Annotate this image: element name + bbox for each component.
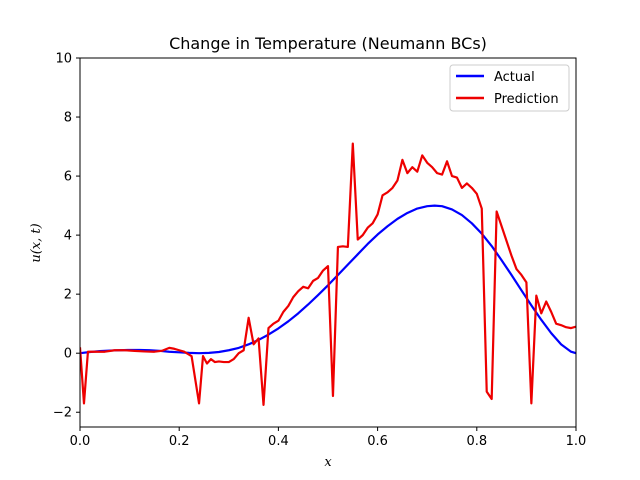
x-tick-label: 0.4	[268, 434, 289, 449]
y-tick-label: −2	[53, 406, 72, 421]
x-axis-label: x	[324, 455, 332, 470]
x-tick-label: 0.2	[169, 434, 190, 449]
y-tick-label: 10	[55, 52, 72, 67]
series-line-actual	[80, 204, 576, 355]
y-tick-label: 4	[64, 229, 72, 244]
y-tick-label: 8	[64, 111, 72, 126]
y-tick-label: 2	[64, 288, 72, 303]
x-axis: 0.0 0.2 0.4 0.6 0.8 1.0	[70, 427, 587, 449]
x-tick-label: 0.8	[466, 434, 487, 449]
series-group	[80, 142, 576, 406]
plot-frame	[79, 57, 577, 428]
x-tick-label: 1.0	[566, 434, 587, 449]
legend: Actual Prediction	[449, 64, 570, 112]
legend-label-prediction: Prediction	[494, 92, 559, 107]
y-tick-label: 0	[64, 347, 72, 362]
x-tick-label: 0.0	[70, 434, 91, 449]
series-line-prediction	[80, 142, 576, 406]
x-tick-label: 0.6	[367, 434, 388, 449]
plot-area	[79, 57, 577, 428]
y-axis: −2 0 2 4 6 8 10	[53, 52, 80, 421]
y-axis-label: u(x, t)	[29, 223, 44, 262]
legend-label-actual: Actual	[494, 70, 535, 85]
chart-title: Change in Temperature (Neumann BCs)	[169, 34, 487, 53]
y-tick-label: 6	[64, 170, 72, 185]
